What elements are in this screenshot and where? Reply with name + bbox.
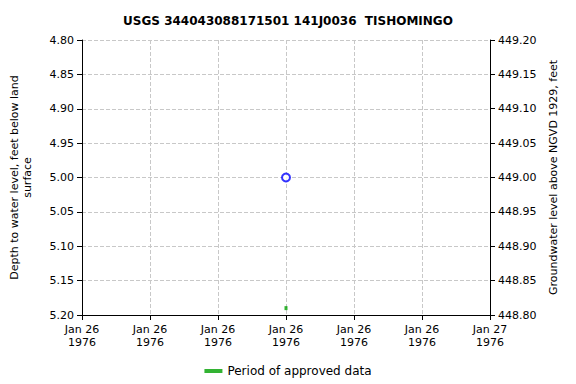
svg-text:449.10: 449.10 xyxy=(498,102,537,115)
svg-text:449.20: 449.20 xyxy=(498,34,537,47)
svg-text:4.85: 4.85 xyxy=(50,68,75,81)
svg-text:1976: 1976 xyxy=(272,336,300,349)
svg-text:5.10: 5.10 xyxy=(50,240,75,253)
svg-text:4.90: 4.90 xyxy=(50,102,75,115)
svg-text:449.05: 449.05 xyxy=(498,137,537,150)
svg-text:1976: 1976 xyxy=(68,336,96,349)
svg-text:1976: 1976 xyxy=(340,336,368,349)
svg-text:5.20: 5.20 xyxy=(50,309,75,322)
svg-text:Jan 26: Jan 26 xyxy=(336,323,371,336)
svg-text:1976: 1976 xyxy=(204,336,232,349)
svg-text:4.80: 4.80 xyxy=(50,34,75,47)
svg-text:1976: 1976 xyxy=(476,336,504,349)
svg-text:Jan 26: Jan 26 xyxy=(132,323,167,336)
svg-text:1976: 1976 xyxy=(136,336,164,349)
svg-text:448.95: 448.95 xyxy=(498,205,537,218)
svg-text:Groundwater level above NGVD 1: Groundwater level above NGVD 1929, feet xyxy=(547,59,560,295)
svg-text:1976: 1976 xyxy=(408,336,436,349)
svg-text:449.15: 449.15 xyxy=(498,68,537,81)
svg-text:448.80: 448.80 xyxy=(498,309,537,322)
svg-text:USGS 344043088171501 141J0036: USGS 344043088171501 141J0036 TISHOMINGO xyxy=(123,14,453,28)
svg-text:surface: surface xyxy=(21,157,34,198)
svg-text:Jan 26: Jan 26 xyxy=(268,323,303,336)
svg-text:448.90: 448.90 xyxy=(498,240,537,253)
svg-text:448.85: 448.85 xyxy=(498,274,537,287)
svg-text:Depth to water level, feet bel: Depth to water level, feet below land xyxy=(8,75,21,280)
svg-text:5.05: 5.05 xyxy=(50,205,75,218)
svg-text:5.00: 5.00 xyxy=(50,171,75,184)
svg-text:Jan 26: Jan 26 xyxy=(404,323,439,336)
svg-text:Jan 26: Jan 26 xyxy=(200,323,235,336)
svg-text:5.15: 5.15 xyxy=(50,274,75,287)
svg-text:449.00: 449.00 xyxy=(498,171,537,184)
svg-text:Jan 26: Jan 26 xyxy=(64,323,99,336)
svg-text:Jan 27: Jan 27 xyxy=(472,323,507,336)
svg-text:Period of approved data: Period of approved data xyxy=(227,364,371,378)
svg-text:4.95: 4.95 xyxy=(50,137,75,150)
